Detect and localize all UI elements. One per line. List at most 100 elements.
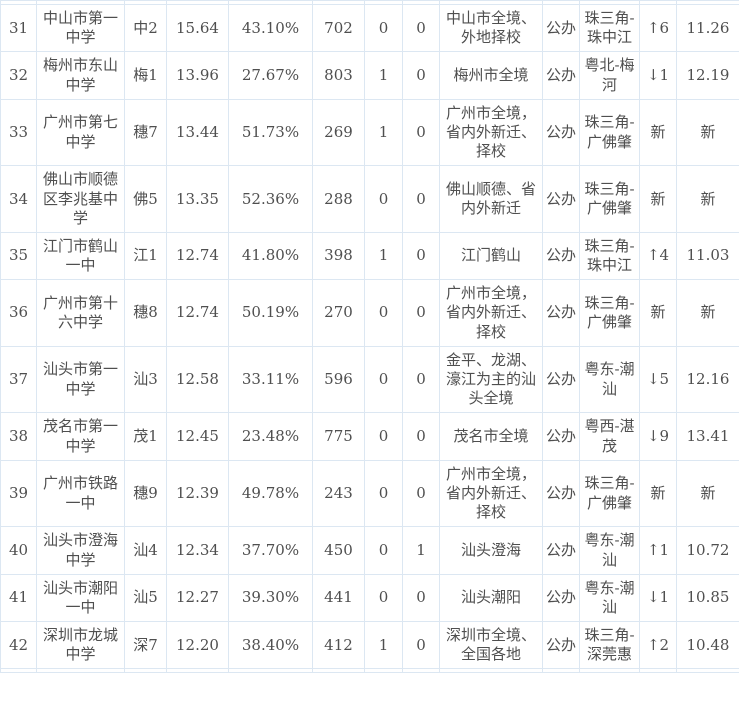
cell-rank-change: ↑4	[639, 231, 677, 281]
cell-score: 12.74	[166, 279, 229, 347]
cell-flag-a: 0	[364, 279, 403, 347]
empty-cell	[579, 668, 640, 674]
partial-row-bottom	[0, 668, 739, 674]
cell-score: 12.45	[166, 412, 229, 461]
cell-student-count: 441	[312, 573, 365, 623]
cell-school-name: 广州市第十六中学	[36, 279, 125, 347]
table-row: 42 深圳市龙城中学 深7 12.20 38.40% 412 1 0 深圳市全境、全国各地 公办珠…	[0, 621, 739, 670]
cell-region-group: 珠三角-广佛肇	[579, 165, 640, 233]
cell-rank-number: 32	[0, 51, 37, 100]
cell-region-group: 珠三角-广佛肇	[579, 459, 640, 528]
cell-rank-number: 31	[0, 3, 37, 53]
cell-score: 12.27	[166, 573, 229, 623]
table-row: 36 广州市第十六中学 穗8 12.74 50.19% 270 0 0 广州市全境，省内外新迁、…	[0, 279, 739, 347]
cell-enrollment-coverage: 广州市全境，省内外新迁、择校	[439, 459, 543, 528]
cell-rank-change: 新	[639, 459, 677, 528]
cell-rank-number: 36	[0, 279, 37, 347]
cell-enrollment-coverage: 江门鹤山	[439, 231, 543, 281]
cell-school-name: 汕头市澄海中学	[36, 526, 125, 575]
cell-school-name: 佛山市顺德区李兆基中学	[36, 165, 125, 233]
cell-student-count: 270	[312, 279, 365, 347]
cell-previous-score: 10.72	[676, 526, 739, 575]
cell-enrollment-coverage: 佛山顺德、省内外新迁	[439, 165, 543, 233]
cell-student-count: 803	[312, 51, 365, 100]
cell-rank-change: ↑2	[639, 621, 677, 670]
cell-previous-score: 12.19	[676, 51, 739, 100]
table-row: 37 汕头市第一中学 汕3 12.58 33.11% 596 0 0 金平、龙湖、濠江为主的汕头…	[0, 345, 739, 414]
cell-school-type: 公办	[542, 573, 580, 623]
table-body: 31 中山市第一中学 中2 15.64 43.10% 702 0 0 中山市全境、外地择校 公办珠…	[0, 0, 739, 674]
cell-school-type: 公办	[542, 51, 580, 100]
empty-cell	[676, 668, 739, 674]
cell-previous-score: 11.26	[676, 3, 739, 53]
table-row: 35 江门市鹤山一中 江1 12.74 41.80% 398 1 0 江门鹤山 公办 珠三角-珠中江…	[0, 231, 739, 281]
cell-rank-number: 42	[0, 621, 37, 670]
cell-previous-score: 新	[676, 279, 739, 347]
cell-percentage: 50.19%	[228, 279, 313, 347]
table-row: 41 汕头市潮阳一中 汕5 12.27 39.30% 441 0 0 汕头潮阳 公办 粤东-潮汕 ↓1…	[0, 573, 739, 623]
cell-student-count: 243	[312, 459, 365, 528]
cell-enrollment-coverage: 汕头潮阳	[439, 573, 543, 623]
cell-region-group: 粤东-潮汕	[579, 345, 640, 414]
table-row: 38 茂名市第一中学 茂1 12.45 23.48% 775 0 0 茂名市全境 公办 粤西-湛茂 ↓…	[0, 412, 739, 461]
cell-school-code: 梅1	[124, 51, 167, 100]
cell-school-type: 公办	[542, 98, 580, 167]
cell-school-type: 公办	[542, 345, 580, 414]
empty-cell	[166, 668, 229, 674]
cell-flag-b: 0	[402, 51, 440, 100]
cell-rank-number: 39	[0, 459, 37, 528]
cell-score: 13.96	[166, 51, 229, 100]
cell-student-count: 702	[312, 3, 365, 53]
cell-rank-change: ↑1	[639, 526, 677, 575]
cell-percentage: 51.73%	[228, 98, 313, 167]
cell-student-count: 412	[312, 621, 365, 670]
empty-cell	[402, 668, 440, 674]
cell-flag-b: 0	[402, 3, 440, 53]
cell-rank-change: ↓9	[639, 412, 677, 461]
cell-flag-b: 0	[402, 231, 440, 281]
cell-flag-b: 0	[402, 98, 440, 167]
cell-school-code: 中2	[124, 3, 167, 53]
table-row: 33 广州市第七中学 穗7 13.44 51.73% 269 1 0 广州市全境，省内外新迁、择…	[0, 98, 739, 167]
cell-region-group: 粤西-湛茂	[579, 412, 640, 461]
cell-flag-b: 0	[402, 165, 440, 233]
cell-previous-score: 11.03	[676, 231, 739, 281]
cell-enrollment-coverage: 深圳市全境、全国各地	[439, 621, 543, 670]
cell-student-count: 398	[312, 231, 365, 281]
cell-flag-b: 0	[402, 573, 440, 623]
empty-cell	[364, 668, 403, 674]
cell-student-count: 288	[312, 165, 365, 233]
cell-school-name: 江门市鹤山一中	[36, 231, 125, 281]
empty-cell	[124, 668, 167, 674]
cell-flag-a: 0	[364, 573, 403, 623]
cell-percentage: 41.80%	[228, 231, 313, 281]
cell-school-type: 公办	[542, 412, 580, 461]
cell-flag-a: 0	[364, 526, 403, 575]
cell-school-name: 梅州市东山中学	[36, 51, 125, 100]
cell-rank-change: 新	[639, 165, 677, 233]
school-ranking-table: 31 中山市第一中学 中2 15.64 43.10% 702 0 0 中山市全境、外地择校 公办珠…	[0, 0, 739, 674]
cell-school-code: 深7	[124, 621, 167, 670]
cell-flag-a: 0	[364, 345, 403, 414]
cell-percentage: 37.70%	[228, 526, 313, 575]
cell-rank-number: 41	[0, 573, 37, 623]
cell-previous-score: 10.85	[676, 573, 739, 623]
cell-enrollment-coverage: 中山市全境、外地择校	[439, 3, 543, 53]
cell-school-type: 公办	[542, 621, 580, 670]
cell-enrollment-coverage: 汕头澄海	[439, 526, 543, 575]
cell-rank-change: ↓5	[639, 345, 677, 414]
cell-flag-a: 0	[364, 165, 403, 233]
cell-student-count: 775	[312, 412, 365, 461]
cell-score: 12.74	[166, 231, 229, 281]
cell-flag-a: 1	[364, 98, 403, 167]
empty-cell	[228, 668, 313, 674]
cell-school-type: 公办	[542, 526, 580, 575]
cell-student-count: 450	[312, 526, 365, 575]
cell-school-name: 汕头市潮阳一中	[36, 573, 125, 623]
cell-school-type: 公办	[542, 231, 580, 281]
cell-rank-change: ↓1	[639, 573, 677, 623]
cell-score: 12.34	[166, 526, 229, 575]
table-row: 40 汕头市澄海中学 汕4 12.34 37.70% 450 0 1 汕头澄海 公办 粤东-潮汕 ↑1…	[0, 526, 739, 575]
cell-school-name: 茂名市第一中学	[36, 412, 125, 461]
